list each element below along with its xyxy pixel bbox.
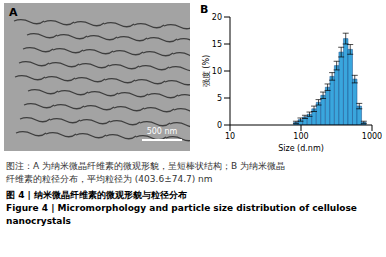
- svg-text:15: 15: [212, 40, 222, 49]
- svg-text:5: 5: [217, 94, 222, 103]
- html-text:图注：A 为纳米微晶纤维素的微观形貌，呈短棒状结构；B 为纳: 图注：A 为纳米微晶纤维素的微观形貌，呈短棒状结构；B 为纳米微晶: [6, 161, 286, 171]
- svg-text:Size (d.nm): Size (d.nm): [278, 144, 324, 153]
- svg-text:100: 100: [293, 132, 308, 141]
- html-text:图 4 | 纳米微晶纤维素的微观形貌与粒径分布: 图 4 | 纳米微晶纤维素的微观形貌与粒径分布: [6, 190, 187, 200]
- html-text:Figure 4 | Micromorphology and: Figure 4 | Micromorphology and particle …: [6, 203, 357, 213]
- svg-text:10: 10: [225, 132, 235, 141]
- html-text:nanocrystals: nanocrystals: [6, 216, 71, 226]
- html-text:B: B: [200, 3, 209, 16]
- svg-text:1000: 1000: [362, 132, 382, 141]
- svg-text:0: 0: [217, 121, 222, 130]
- svg-text:A: A: [9, 6, 18, 19]
- svg-text:10: 10: [212, 67, 222, 76]
- html-text:纤维素的粒径分布，平均粒径为 (403.6±74.7) nm: 纤维素的粒径分布，平均粒径为 (403.6±74.7) nm: [6, 174, 213, 184]
- svg-text:强度 (%): 强度 (%): [202, 55, 211, 87]
- svg-text:20: 20: [212, 13, 222, 22]
- svg-text:500 nm: 500 nm: [147, 127, 178, 136]
